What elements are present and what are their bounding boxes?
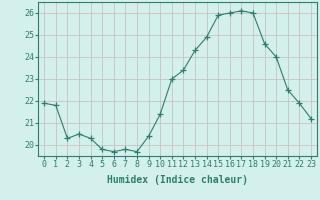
X-axis label: Humidex (Indice chaleur): Humidex (Indice chaleur) <box>107 175 248 185</box>
